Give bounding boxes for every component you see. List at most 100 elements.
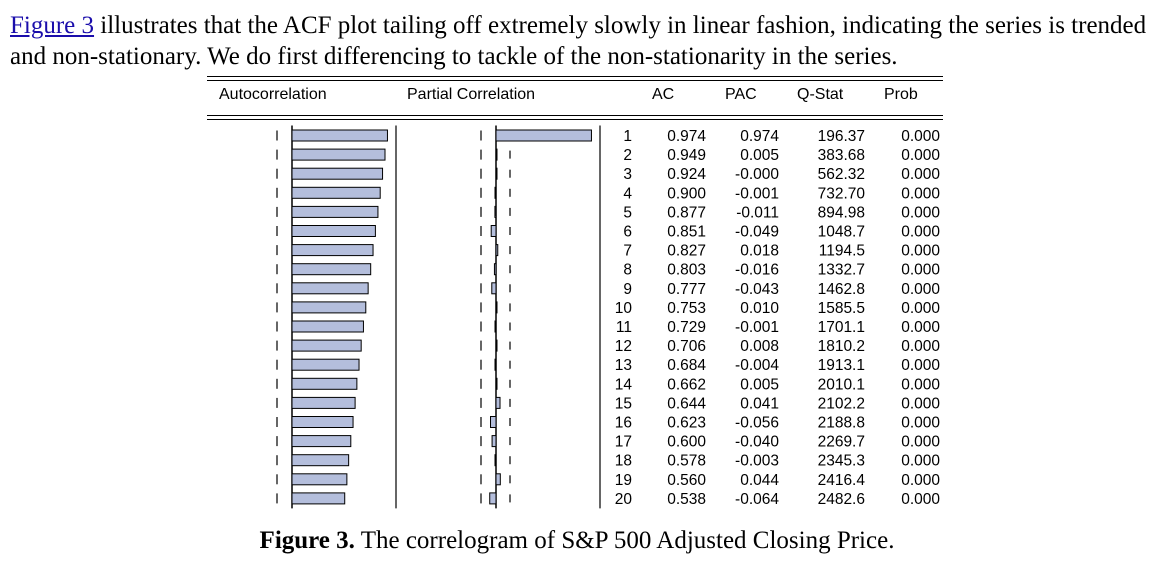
prob-value: 0.000 bbox=[901, 300, 940, 317]
pac-bar bbox=[495, 473, 501, 486]
lag-label: 18 bbox=[615, 453, 632, 470]
qstat-value: 1462.8 bbox=[818, 281, 865, 298]
pac-bar bbox=[494, 320, 497, 333]
acf-bar bbox=[291, 320, 364, 333]
lag-label: 4 bbox=[623, 185, 632, 202]
ac-value: 0.974 bbox=[667, 128, 706, 145]
lag-label: 8 bbox=[623, 262, 632, 279]
ac-value: 0.600 bbox=[667, 434, 706, 451]
pac-bar bbox=[493, 263, 497, 276]
prob-value: 0.000 bbox=[901, 491, 940, 508]
acf-bar bbox=[291, 129, 388, 142]
prob-value: 0.000 bbox=[901, 376, 940, 393]
figure-3-link[interactable]: Figure 3 bbox=[10, 12, 95, 39]
pac-bar bbox=[490, 225, 497, 237]
acf-bar bbox=[291, 416, 354, 428]
pac-value: 0.041 bbox=[740, 395, 779, 412]
prob-value: 0.000 bbox=[901, 395, 940, 412]
acf-bar bbox=[291, 186, 381, 199]
prob-value: 0.000 bbox=[901, 434, 940, 451]
lag-label: 6 bbox=[623, 224, 632, 241]
pac-value: -0.016 bbox=[735, 262, 779, 279]
lag-label: 14 bbox=[615, 376, 633, 393]
qstat-value: 894.98 bbox=[818, 204, 865, 221]
ac-value: 0.803 bbox=[667, 262, 706, 279]
pac-value: -0.004 bbox=[735, 357, 779, 374]
header-prob: Prob bbox=[884, 86, 918, 103]
pac-bar bbox=[494, 205, 497, 218]
caption-text: The correlogram of S&P 500 Adjusted Clos… bbox=[354, 527, 895, 554]
prob-value: 0.000 bbox=[901, 338, 940, 355]
pac-value: -0.056 bbox=[735, 415, 779, 432]
acf-bar bbox=[291, 282, 369, 295]
qstat-value: 1194.5 bbox=[819, 243, 865, 260]
table-header-rule-2 bbox=[207, 119, 943, 120]
header-partial-correlation: Partial Correlation bbox=[407, 86, 536, 103]
pac-bar bbox=[495, 148, 498, 161]
lag-label: 3 bbox=[623, 166, 632, 183]
acf-bar bbox=[291, 205, 379, 218]
qstat-value: 2269.7 bbox=[818, 434, 865, 451]
prob-value: 0.000 bbox=[901, 166, 940, 183]
pac-bar bbox=[495, 396, 501, 409]
lag-label: 7 bbox=[623, 243, 632, 260]
acf-bar bbox=[291, 148, 386, 161]
lag-label: 15 bbox=[615, 395, 632, 412]
qstat-value: 383.68 bbox=[818, 147, 865, 164]
pac-value: -0.000 bbox=[735, 166, 779, 183]
prob-value: 0.000 bbox=[901, 204, 940, 221]
qstat-value: 1810.2 bbox=[818, 338, 865, 355]
pac-bar bbox=[495, 339, 498, 352]
acf-bar bbox=[291, 473, 348, 486]
pac-value: 0.018 bbox=[740, 243, 779, 260]
prob-value: 0.000 bbox=[901, 243, 940, 260]
pac-value: -0.011 bbox=[736, 204, 779, 221]
pac-value: -0.003 bbox=[735, 453, 779, 470]
prob-value: 0.000 bbox=[901, 185, 940, 202]
ac-value: 0.729 bbox=[667, 319, 706, 336]
acf-bar bbox=[291, 492, 346, 505]
ac-value: 0.578 bbox=[667, 453, 706, 470]
pac-value: 0.974 bbox=[740, 128, 779, 145]
pac-bar bbox=[495, 301, 498, 314]
lag-label: 20 bbox=[615, 491, 633, 508]
paragraph-text: illustrates that the ACF plot tailing of… bbox=[10, 12, 1147, 70]
qstat-value: 2482.6 bbox=[818, 491, 865, 508]
ac-value: 0.684 bbox=[667, 357, 706, 374]
ac-value: 0.753 bbox=[667, 300, 706, 317]
pac-bar bbox=[494, 454, 497, 467]
pac-value: 0.005 bbox=[740, 376, 779, 393]
pac-value: 0.005 bbox=[740, 147, 779, 164]
acf-bar bbox=[291, 435, 352, 448]
pac-bar bbox=[490, 416, 497, 428]
acf-bar bbox=[291, 396, 356, 409]
acf-bar bbox=[291, 225, 376, 237]
ac-value: 0.777 bbox=[667, 281, 706, 298]
qstat-value: 2345.3 bbox=[818, 453, 865, 470]
pac-value: -0.049 bbox=[735, 224, 779, 241]
lag-label: 10 bbox=[615, 300, 633, 317]
pac-bar bbox=[494, 358, 497, 371]
lag-label: 13 bbox=[615, 357, 632, 374]
qstat-value: 1585.5 bbox=[818, 300, 865, 317]
acf-bar bbox=[291, 167, 384, 180]
prob-value: 0.000 bbox=[901, 281, 940, 298]
lag-label: 5 bbox=[623, 204, 632, 221]
pac-value: -0.001 bbox=[735, 319, 779, 336]
qstat-value: 2010.1 bbox=[818, 376, 865, 393]
qstat-value: 2416.4 bbox=[818, 472, 866, 489]
header-qstat: Q-Stat bbox=[797, 86, 844, 103]
prob-value: 0.000 bbox=[901, 224, 940, 241]
acf-bar bbox=[291, 244, 374, 257]
prob-value: 0.000 bbox=[901, 319, 940, 336]
prob-value: 0.000 bbox=[901, 357, 940, 374]
header-ac: AC bbox=[652, 86, 675, 103]
prob-value: 0.000 bbox=[901, 415, 940, 432]
lag-label: 11 bbox=[616, 319, 632, 336]
ac-value: 0.706 bbox=[667, 338, 706, 355]
lag-label: 1 bbox=[623, 128, 632, 145]
pac-value: 0.008 bbox=[740, 338, 779, 355]
table-header-rule bbox=[207, 115, 943, 116]
pac-bar bbox=[494, 186, 497, 199]
pac-bar bbox=[495, 129, 592, 142]
